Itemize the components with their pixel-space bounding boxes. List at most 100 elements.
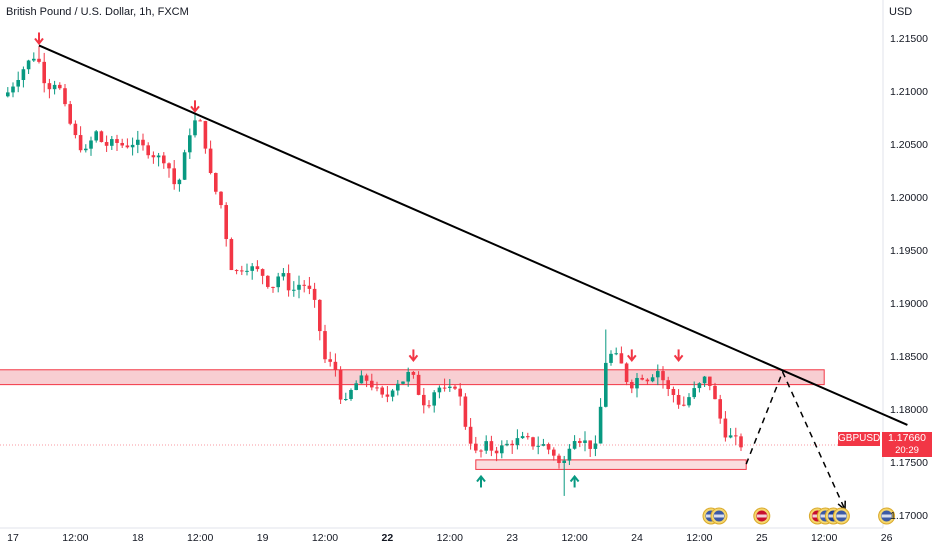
- candle: [546, 442, 551, 455]
- time-tick-label: 12:00: [686, 532, 712, 544]
- time-tick-label: 19: [257, 532, 269, 544]
- candle: [380, 385, 384, 398]
- candle: [390, 388, 395, 402]
- candle-body: [240, 270, 244, 272]
- candle-body: [47, 83, 52, 90]
- candle-body: [598, 406, 603, 444]
- candle: [89, 136, 93, 156]
- candle: [130, 137, 135, 156]
- candle: [458, 383, 462, 406]
- candle: [198, 118, 202, 122]
- candle: [167, 162, 171, 178]
- candle: [110, 135, 114, 150]
- candle-body: [609, 353, 613, 363]
- candle-body: [229, 239, 234, 271]
- candle: [453, 384, 457, 390]
- candle-body: [115, 139, 119, 143]
- candle: [437, 385, 442, 399]
- candle-body: [692, 388, 696, 398]
- candle-body: [390, 390, 395, 397]
- candle-body: [557, 455, 561, 464]
- candle: [427, 400, 431, 409]
- candle-body: [510, 443, 514, 446]
- candle: [536, 436, 540, 455]
- candle: [630, 379, 634, 394]
- candle-body: [520, 436, 525, 439]
- candle-body: [702, 376, 707, 384]
- candle: [172, 160, 176, 190]
- candle-body: [162, 155, 166, 164]
- candle-body: [141, 139, 145, 146]
- candle: [474, 436, 478, 454]
- candle: [156, 152, 161, 167]
- candle-body: [182, 152, 187, 180]
- candle: [229, 237, 234, 271]
- candle-body: [167, 163, 171, 169]
- time-tick-label: 12:00: [312, 532, 338, 544]
- candle-body: [146, 145, 150, 156]
- candle-body: [416, 374, 421, 395]
- candle: [370, 373, 374, 391]
- up-arrow-icon: [569, 474, 580, 488]
- candle: [396, 379, 400, 396]
- candle-body: [474, 443, 478, 451]
- candle: [162, 152, 166, 169]
- candle-body: [21, 69, 26, 80]
- candle-body: [136, 139, 140, 145]
- price-tick-label: 1.20000: [890, 192, 928, 204]
- candle-body: [84, 148, 88, 151]
- candle-body: [427, 405, 431, 407]
- candle-body: [614, 353, 618, 355]
- candle-body: [531, 437, 535, 447]
- candle-body: [172, 168, 176, 185]
- candle-body: [468, 426, 473, 444]
- candle-body: [26, 60, 31, 70]
- candle: [364, 373, 369, 388]
- candle-body: [380, 387, 384, 395]
- candle: [115, 134, 119, 151]
- candle-body: [78, 135, 83, 151]
- candle: [271, 286, 275, 293]
- candle: [442, 378, 447, 392]
- price-tick-label: 1.18000: [890, 404, 928, 416]
- descending-trendline: [38, 44, 908, 426]
- candle-body: [94, 131, 98, 141]
- price-tick-label: 1.18500: [890, 351, 928, 363]
- candle: [583, 431, 587, 452]
- price-tick-label: 1.20500: [890, 139, 928, 151]
- candle: [219, 191, 223, 209]
- candle: [292, 281, 296, 297]
- candle: [640, 374, 644, 381]
- candle: [723, 411, 728, 442]
- candle: [302, 280, 306, 293]
- candle-body: [708, 376, 712, 386]
- candle-body: [52, 84, 57, 90]
- candle-body: [583, 440, 587, 443]
- candle-body: [723, 418, 728, 438]
- candle: [203, 120, 208, 154]
- candle-body: [130, 144, 135, 148]
- candle: [323, 324, 327, 363]
- candle: [120, 138, 124, 148]
- candle-body: [588, 440, 592, 449]
- candle: [489, 435, 494, 457]
- candle-body: [323, 331, 327, 360]
- candle: [136, 130, 140, 154]
- candle: [26, 59, 31, 74]
- candle: [588, 440, 592, 457]
- candle: [312, 282, 317, 308]
- candle: [552, 447, 556, 461]
- candle: [526, 432, 530, 440]
- candle: [240, 265, 244, 276]
- candle-body: [375, 387, 379, 389]
- candle-body: [156, 155, 161, 158]
- candle-body: [89, 140, 93, 149]
- candle: [411, 370, 416, 379]
- candle: [84, 144, 88, 153]
- candle-body: [354, 383, 358, 391]
- candle: [47, 78, 52, 99]
- economic-events-icon: [878, 507, 896, 525]
- candle-body: [546, 444, 551, 450]
- candle: [281, 268, 286, 281]
